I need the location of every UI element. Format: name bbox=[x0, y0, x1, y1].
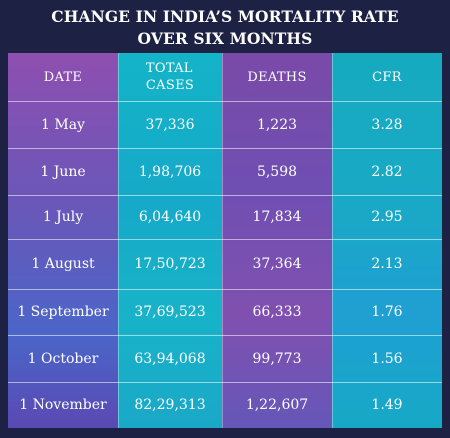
header-cfr: CFR bbox=[372, 69, 402, 85]
page-title: CHANGE IN INDIA’S MORTALITY RATE OVER SI… bbox=[0, 6, 450, 50]
row-4-total-cases: 17,50,723 bbox=[134, 256, 206, 272]
mortality-table: DATE TOTAL CASES DEATHS CFR 1 May 37,336… bbox=[8, 53, 442, 428]
row-7-date: 1 November bbox=[19, 397, 107, 413]
row-4-deaths: 37,364 bbox=[252, 256, 302, 272]
row-2-total-cases: 1,98,706 bbox=[138, 163, 202, 180]
row-5-total-cases: 37,69,523 bbox=[134, 304, 206, 320]
row-1-deaths: 1,223 bbox=[256, 116, 298, 133]
row-6-total-cases: 63,94,068 bbox=[134, 350, 206, 367]
title-line-2: OVER SIX MONTHS bbox=[137, 29, 313, 48]
row-2-deaths: 5,598 bbox=[256, 163, 298, 180]
row-4-cfr: 2.13 bbox=[371, 256, 403, 272]
row-3-date: 1 July bbox=[42, 209, 84, 225]
row-4-date: 1 August bbox=[31, 256, 95, 272]
date-column-background bbox=[8, 53, 118, 428]
total-cases-column-background bbox=[118, 53, 222, 428]
title-line-1: CHANGE IN INDIA’S MORTALITY RATE bbox=[51, 7, 399, 26]
header-total-cases-line-2: CASES bbox=[145, 78, 195, 93]
cfr-column-background bbox=[332, 53, 442, 428]
row-5-deaths: 66,333 bbox=[252, 304, 302, 320]
row-3-deaths: 17,834 bbox=[252, 209, 302, 225]
row-3-total-cases: 6,04,640 bbox=[138, 209, 202, 225]
row-1-cfr: 3.28 bbox=[371, 116, 403, 133]
row-7-cfr: 1.49 bbox=[371, 397, 403, 413]
deaths-column-background bbox=[222, 53, 332, 428]
header-total-cases-line-1: TOTAL bbox=[145, 61, 193, 76]
header-date: DATE bbox=[43, 69, 83, 85]
row-3-cfr: 2.95 bbox=[371, 209, 403, 225]
row-6-deaths: 99,773 bbox=[252, 350, 302, 367]
row-1-total-cases: 37,336 bbox=[145, 116, 195, 133]
header-total-cases: TOTAL CASES bbox=[118, 53, 222, 101]
row-2-date: 1 June bbox=[40, 163, 86, 180]
row-2-cfr: 2.82 bbox=[371, 163, 403, 180]
row-5-cfr: 1.76 bbox=[371, 304, 403, 320]
row-7-deaths: 1,22,607 bbox=[245, 397, 309, 413]
row-6-date: 1 October bbox=[27, 350, 99, 367]
row-6-cfr: 1.56 bbox=[371, 350, 403, 367]
row-7-total-cases: 82,29,313 bbox=[134, 397, 206, 413]
row-5-date: 1 September bbox=[17, 304, 109, 320]
header-deaths: DEATHS bbox=[247, 69, 307, 85]
row-1-date: 1 May bbox=[41, 116, 85, 133]
